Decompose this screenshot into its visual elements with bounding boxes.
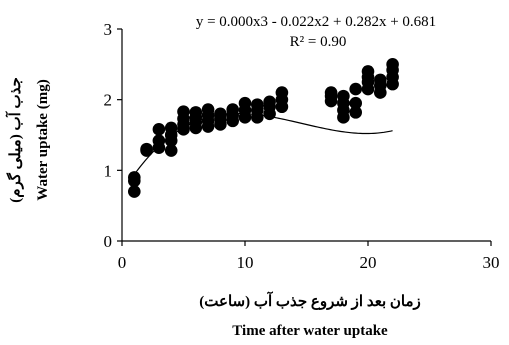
data-point [250,98,264,111]
r-squared: R² = 0.90 [290,34,347,50]
data-point [374,73,387,87]
trendline-layer [133,112,393,175]
x-tick-label: 10 [237,253,254,272]
data-point [263,95,276,109]
data-point [140,142,153,156]
data-point [152,134,166,147]
data-points-layer [128,58,399,198]
data-point [226,103,239,116]
y-axis-label-persian: جذب آب (میلی گرم) [5,77,24,203]
data-point [201,103,215,116]
y-tick-label: 1 [104,161,113,180]
data-point [349,96,363,110]
data-point [324,86,338,99]
data-point [386,58,399,71]
data-point [349,106,363,119]
y-tick-label: 3 [104,20,113,39]
data-point [164,121,178,135]
trend-equation: y = 0.000x3 - 0.022x2 + 0.282x + 0.681 [196,14,436,30]
data-point [275,86,289,99]
x-axis-label-persian: زمان بعد از شروع جذب آب (ساعت) [199,291,420,310]
x-tick-label: 0 [118,253,127,272]
x-tick-label: 30 [483,253,500,272]
data-point [128,185,141,198]
data-point [349,82,363,96]
data-point [164,144,178,157]
y-axis-label-english: Water uptake (mg) [35,79,51,200]
x-axis-label-english: Time after water uptake [232,323,388,339]
data-point [128,171,141,184]
data-point [337,89,350,103]
data-point [238,96,252,110]
data-point [189,106,203,119]
y-tick-label: 2 [104,91,113,110]
trendline [133,112,393,175]
data-point [177,105,190,118]
y-tick-label: 0 [104,232,113,251]
y-ticks: 0 1 2 3 [104,20,122,251]
data-point [214,107,227,121]
data-point [361,65,375,78]
x-ticks: 0 10 20 30 [118,241,500,272]
x-tick-label: 20 [360,253,377,272]
data-point [152,123,166,136]
